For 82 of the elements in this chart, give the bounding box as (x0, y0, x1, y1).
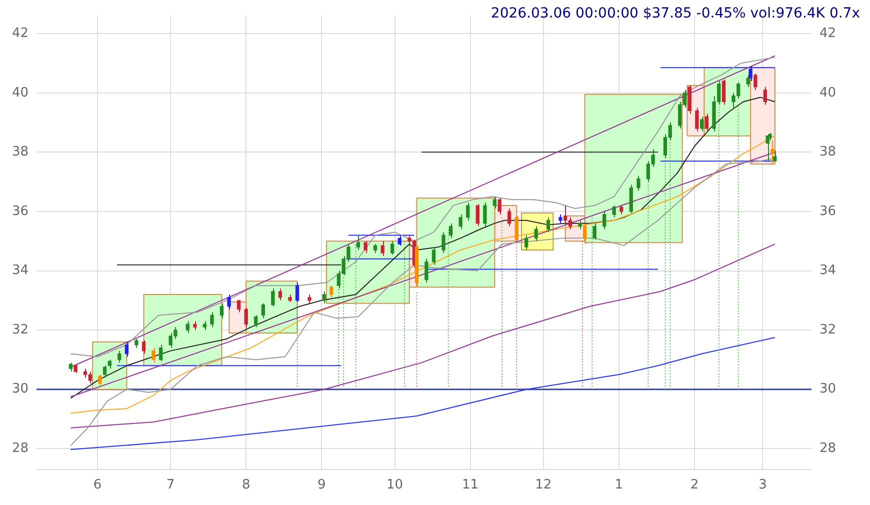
y2-tick-label: 28 (819, 441, 836, 456)
candlestick (602, 210, 606, 230)
y-tick-label: 36 (12, 204, 29, 219)
candlestick (322, 291, 326, 304)
y-tick-label: 38 (12, 144, 29, 160)
candlestick (507, 208, 512, 227)
candlestick (483, 202, 487, 227)
candlestick (700, 116, 704, 132)
y-tick-label: 40 (12, 85, 29, 100)
x-tick-label: 3 (758, 478, 767, 493)
candlestick (118, 350, 122, 364)
candlestick (448, 222, 453, 239)
candlestick (356, 234, 360, 251)
candlestick (592, 222, 596, 240)
y-tick-label: 34 (12, 263, 29, 278)
candlestick (380, 240, 384, 256)
y2-tick-label: 38 (819, 144, 836, 160)
x-tick-label: 2 (690, 478, 699, 493)
candlestick (398, 234, 402, 246)
y2-tick-label: 40 (819, 85, 836, 100)
candlestick (152, 347, 156, 364)
candlestick (142, 340, 146, 354)
candlestick (583, 224, 587, 245)
candlestick (158, 344, 163, 362)
x-tick-label: 7 (166, 478, 175, 493)
candlestick (278, 288, 282, 301)
y-tick-label: 30 (12, 382, 29, 397)
x-tick-label: 10 (386, 478, 404, 493)
candlestick (546, 216, 550, 233)
candlestick (636, 175, 640, 192)
candlestick (210, 312, 214, 328)
x-tick-label: 1 (614, 478, 624, 493)
y2-tick-label: 30 (819, 382, 836, 397)
chart-title: 2026.03.06 00:00:00 $37.85 -0.45% vol:976.4K 0.7x (490, 6, 860, 22)
candlestick (746, 74, 750, 88)
candlestick (124, 341, 129, 358)
candlestick (534, 226, 538, 242)
y2-tick-label: 32 (819, 322, 836, 338)
candlestick (236, 300, 241, 313)
y-tick-label: 28 (12, 441, 29, 456)
candlestick (748, 66, 752, 82)
candlestick (498, 198, 502, 215)
candlestick (458, 214, 462, 230)
candlestick (186, 320, 190, 334)
y2-tick-label: 34 (819, 263, 836, 278)
candlestick (432, 246, 436, 266)
candlestick (476, 204, 480, 227)
candlestick (763, 86, 767, 106)
y2-tick-label: 36 (819, 204, 836, 219)
candlestick (261, 302, 265, 319)
candlestick (754, 73, 758, 90)
y-tick-label: 32 (12, 322, 29, 338)
candlestick (704, 113, 709, 132)
candlestick (390, 240, 394, 255)
x-tick-label: 11 (462, 478, 479, 493)
candlestick (244, 307, 248, 328)
candlestick (254, 314, 258, 328)
candlestick (102, 365, 107, 378)
candlestick (364, 240, 368, 254)
candlestick (220, 302, 224, 319)
x-tick-label: 9 (318, 478, 326, 493)
candlestick (492, 196, 496, 210)
x-tick-label: 8 (242, 478, 250, 493)
candlestick (612, 205, 616, 218)
candlestick (98, 374, 102, 387)
candlestick (722, 79, 726, 106)
y-tick-label: 42 (12, 26, 29, 41)
y2-tick-label: 42 (819, 26, 836, 41)
candlestick (466, 202, 470, 221)
x-tick-label: 6 (93, 478, 102, 493)
candlestick (330, 285, 334, 298)
candlestick (695, 107, 699, 132)
candlestick (424, 258, 428, 284)
candlestick (514, 215, 518, 242)
candlestick (524, 234, 528, 251)
candlestick (295, 282, 300, 302)
x-tick-label: 12 (535, 478, 552, 493)
candlestick (770, 140, 774, 165)
candlestick (227, 294, 231, 310)
candlestick (773, 150, 777, 162)
candlestick (442, 232, 446, 254)
candlestick (271, 288, 275, 307)
